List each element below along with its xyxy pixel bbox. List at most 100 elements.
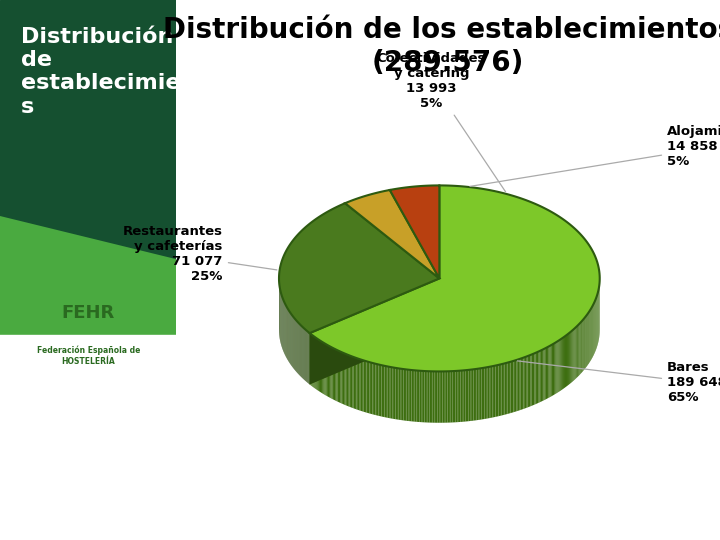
Polygon shape <box>391 367 392 418</box>
Polygon shape <box>474 369 475 421</box>
Polygon shape <box>434 372 436 423</box>
Polygon shape <box>547 347 548 399</box>
Polygon shape <box>312 335 314 387</box>
Polygon shape <box>544 348 546 400</box>
Polygon shape <box>339 351 341 403</box>
Polygon shape <box>553 343 554 395</box>
Text: Bares
189 648
65%: Bares 189 648 65% <box>518 361 720 404</box>
Polygon shape <box>567 334 568 386</box>
Polygon shape <box>310 279 439 384</box>
Polygon shape <box>372 363 374 415</box>
Polygon shape <box>467 370 469 421</box>
Polygon shape <box>411 370 413 422</box>
Polygon shape <box>413 370 415 422</box>
Polygon shape <box>505 363 506 415</box>
Polygon shape <box>390 367 391 418</box>
Polygon shape <box>382 365 383 417</box>
Polygon shape <box>356 358 358 410</box>
Text: Distribución
de
establecimiento
s: Distribución de establecimiento s <box>21 27 222 117</box>
Polygon shape <box>315 338 317 390</box>
Polygon shape <box>318 339 319 391</box>
Polygon shape <box>346 354 347 406</box>
Polygon shape <box>569 333 570 384</box>
Polygon shape <box>0 216 176 335</box>
Polygon shape <box>329 346 330 398</box>
Polygon shape <box>539 350 541 402</box>
Polygon shape <box>487 367 490 418</box>
Polygon shape <box>521 358 522 410</box>
Polygon shape <box>374 363 375 415</box>
Polygon shape <box>565 335 566 388</box>
Polygon shape <box>431 372 433 423</box>
Polygon shape <box>436 372 438 423</box>
Polygon shape <box>457 371 459 422</box>
Polygon shape <box>472 369 474 421</box>
Polygon shape <box>344 353 346 405</box>
Polygon shape <box>433 372 434 423</box>
Polygon shape <box>465 370 467 422</box>
Polygon shape <box>566 335 567 387</box>
Polygon shape <box>459 370 461 422</box>
Polygon shape <box>310 279 439 384</box>
Polygon shape <box>552 344 553 396</box>
Polygon shape <box>470 369 472 421</box>
Polygon shape <box>574 328 575 381</box>
Polygon shape <box>359 359 361 411</box>
Polygon shape <box>336 350 338 402</box>
Polygon shape <box>418 370 420 422</box>
Polygon shape <box>343 353 344 404</box>
Text: FEHR: FEHR <box>62 304 114 322</box>
Polygon shape <box>492 366 494 417</box>
Polygon shape <box>371 362 372 414</box>
Polygon shape <box>579 323 580 376</box>
Polygon shape <box>379 364 380 416</box>
Polygon shape <box>537 352 539 403</box>
Text: Distribución de los establecimientos
(289.576): Distribución de los establecimientos (28… <box>163 16 720 77</box>
Polygon shape <box>549 346 551 397</box>
Polygon shape <box>534 353 536 404</box>
Polygon shape <box>508 362 509 414</box>
Polygon shape <box>387 367 390 418</box>
Polygon shape <box>279 203 439 333</box>
Polygon shape <box>390 185 439 279</box>
Polygon shape <box>323 342 325 395</box>
Polygon shape <box>351 356 352 408</box>
Polygon shape <box>570 332 571 384</box>
Polygon shape <box>394 368 395 419</box>
Polygon shape <box>561 339 562 390</box>
Polygon shape <box>582 319 583 372</box>
Polygon shape <box>518 359 519 411</box>
Polygon shape <box>333 348 334 400</box>
Polygon shape <box>377 364 379 416</box>
Polygon shape <box>319 340 320 392</box>
Polygon shape <box>368 362 369 414</box>
Polygon shape <box>384 366 386 417</box>
Polygon shape <box>551 345 552 397</box>
Polygon shape <box>477 369 478 420</box>
Polygon shape <box>426 371 428 422</box>
Polygon shape <box>523 357 525 409</box>
Polygon shape <box>383 366 384 417</box>
Polygon shape <box>447 372 449 423</box>
Polygon shape <box>478 368 480 420</box>
Polygon shape <box>480 368 482 420</box>
Polygon shape <box>564 336 565 388</box>
Polygon shape <box>554 343 555 395</box>
Polygon shape <box>416 370 418 422</box>
Polygon shape <box>572 329 574 381</box>
Polygon shape <box>568 333 569 386</box>
Polygon shape <box>485 367 486 419</box>
Polygon shape <box>449 371 451 423</box>
Polygon shape <box>519 359 521 410</box>
Polygon shape <box>469 370 470 421</box>
Polygon shape <box>516 360 518 411</box>
Polygon shape <box>577 325 578 377</box>
Polygon shape <box>407 369 408 421</box>
Polygon shape <box>482 368 483 420</box>
Polygon shape <box>402 369 403 420</box>
Polygon shape <box>338 350 339 402</box>
Polygon shape <box>369 362 371 414</box>
Polygon shape <box>515 360 516 412</box>
Polygon shape <box>321 341 322 393</box>
Polygon shape <box>563 337 564 389</box>
